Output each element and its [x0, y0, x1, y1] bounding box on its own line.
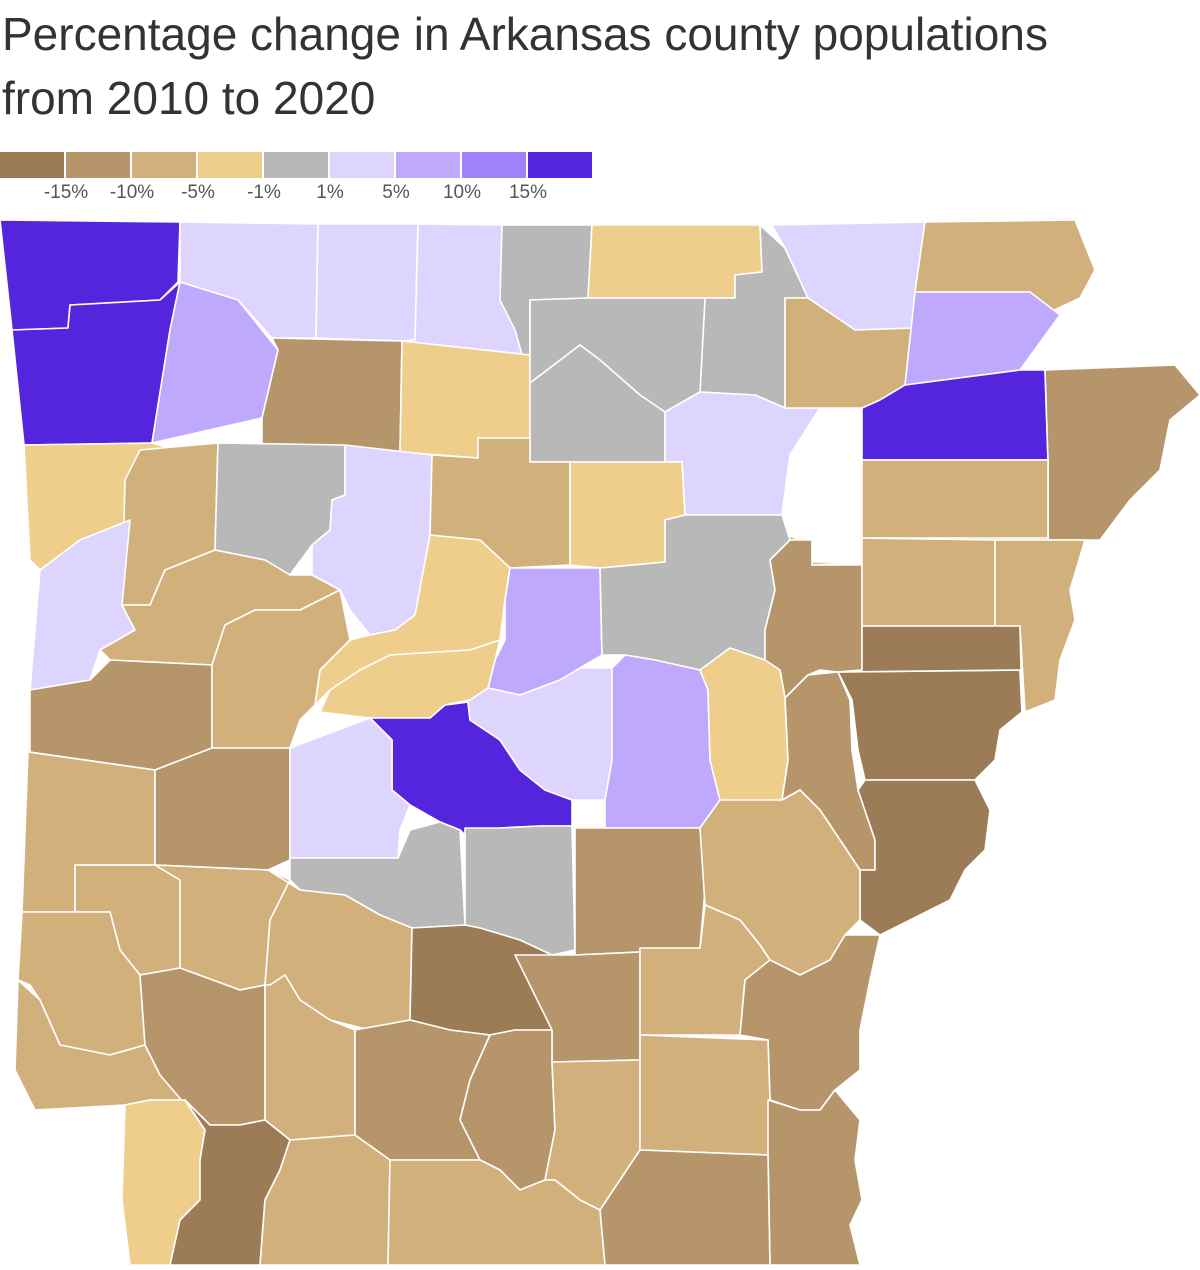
legend-label-6: 5% [382, 182, 410, 203]
county-48 [154, 747, 291, 871]
arkansas-county-map [0, 219, 1200, 1266]
legend-label-1: -15% [43, 182, 89, 203]
legend-swatch-7 [396, 152, 460, 178]
county-73 [259, 1134, 391, 1266]
county-45 [837, 669, 1023, 781]
county-49 [289, 717, 411, 859]
legend-swatch-8 [462, 152, 526, 178]
county-4 [315, 223, 419, 342]
county-18 [904, 291, 1061, 386]
color-legend: -15% -10% -5% -1% 1% 5% 10% 15% [0, 152, 600, 203]
legend-swatch-2 [66, 152, 130, 178]
legend-label-7: 10% [442, 182, 482, 203]
county-46 [837, 625, 1023, 713]
county-35 [861, 537, 996, 627]
legend-label-8: 15% [508, 182, 548, 203]
county-55 [574, 827, 706, 956]
county-75 [599, 1149, 771, 1266]
county-42 [604, 654, 721, 829]
legend-swatch-3 [132, 152, 196, 178]
legend-label-2: -10% [109, 182, 155, 203]
county-70 [767, 1089, 863, 1266]
county-74 [387, 1159, 606, 1266]
legend-swatch-4 [198, 152, 262, 178]
county-61 [639, 904, 771, 1036]
legend-swatch-9 [528, 152, 592, 178]
county-69 [639, 1034, 771, 1156]
county-28 [861, 459, 1049, 539]
map-title: Percentage change in Arkansas county pop… [2, 8, 1048, 124]
county-16 [664, 391, 821, 516]
county-12 [261, 337, 403, 453]
legend-swatch-5 [264, 152, 328, 178]
legend-label-3: -5% [181, 182, 215, 203]
legend-swatch-6 [330, 152, 394, 178]
legend-label-4: -1% [247, 182, 281, 203]
legend-swatch-1 [0, 152, 64, 178]
county-50 [857, 779, 991, 936]
legend-label-5: 1% [316, 182, 344, 203]
county-20 [1044, 364, 1200, 541]
